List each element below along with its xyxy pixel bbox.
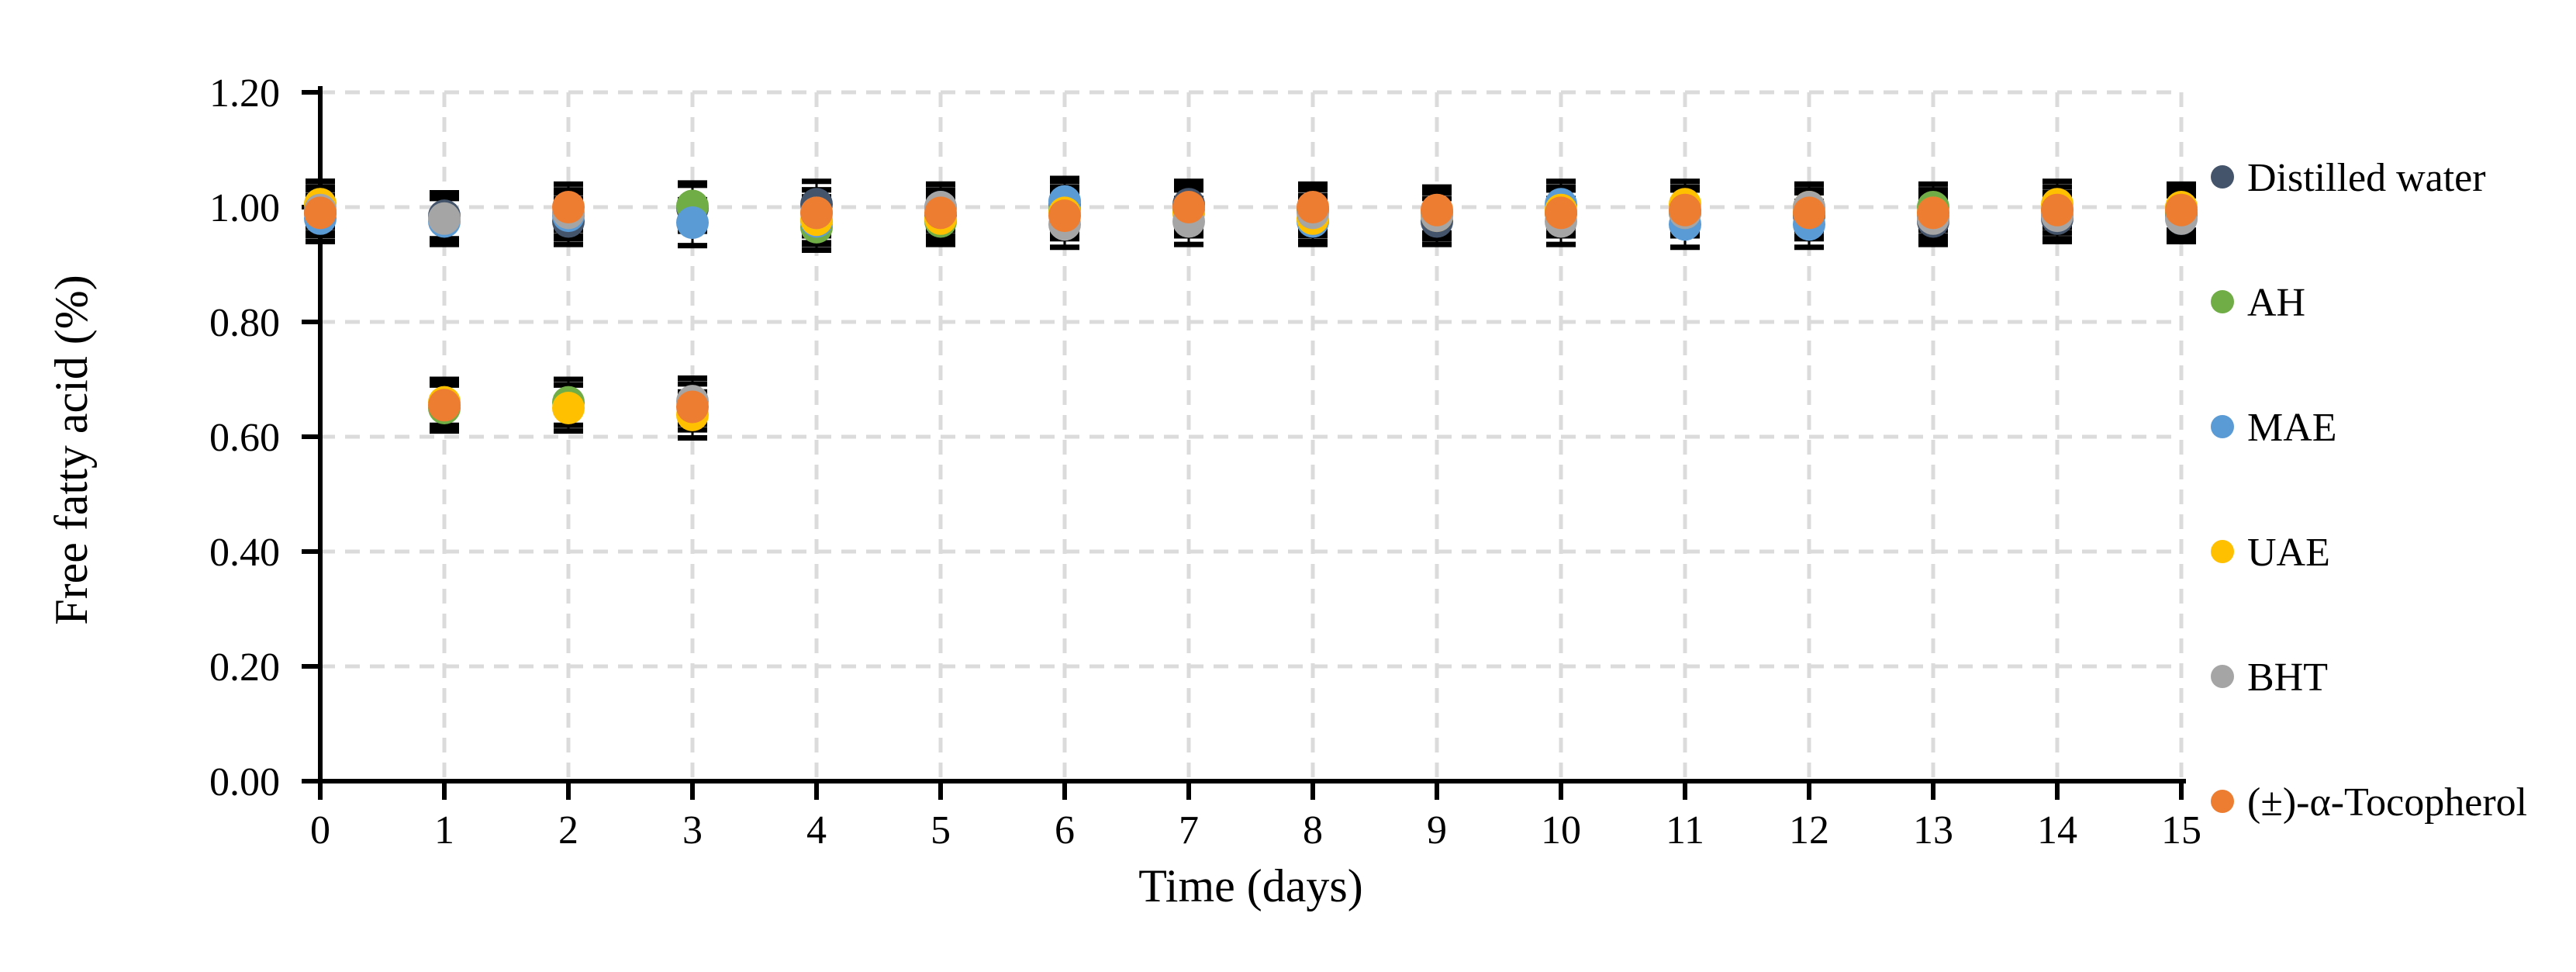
x-tick-label: 3: [682, 808, 703, 853]
data-point: [1297, 191, 1329, 223]
legend-label: (±)-α-Tocopherol: [2247, 780, 2527, 825]
y-tick-label: 0.60: [209, 416, 280, 460]
legend-label: Distilled water: [2247, 156, 2486, 200]
x-tick-label: 6: [1055, 808, 1075, 853]
legend-item: (±)-α-Tocopherol: [2211, 780, 2527, 825]
legend-item: UAE: [2211, 531, 2330, 575]
legend-item: MAE: [2211, 406, 2337, 450]
data-point: [304, 196, 337, 230]
legend-label: AH: [2247, 281, 2305, 325]
data-point: [924, 196, 957, 230]
axes: [302, 86, 2186, 800]
data-point: [1048, 199, 1081, 233]
x-tick-label: 14: [2037, 808, 2077, 853]
x-tick-label: 8: [1303, 808, 1323, 853]
data-point: [800, 196, 833, 230]
data-point: [552, 392, 585, 424]
x-tick-label: 2: [558, 808, 578, 853]
data-point: [676, 390, 709, 424]
legend: Distilled water AH MAE UAE BHT (±)-α-Tocopher…: [2211, 156, 2527, 825]
y-tick-label: 0.00: [209, 760, 280, 804]
y-tick-label: 1.20: [209, 71, 280, 116]
legend-label: MAE: [2247, 406, 2337, 450]
legend-item: AH: [2211, 281, 2305, 325]
data-point: [1669, 193, 1701, 227]
data-point: [1172, 191, 1205, 223]
legend-label: UAE: [2247, 531, 2330, 575]
x-tick-label: 5: [931, 808, 951, 853]
x-axis-tick-labels: 0 1 2 3 4 5 6 7 8 9 10 11 12 13 14 15: [310, 808, 2201, 853]
y-tick-label: 1.00: [209, 186, 280, 230]
legend-label: BHT: [2247, 655, 2328, 700]
legend-marker-icon: [2211, 665, 2234, 688]
y-axis-title: Free fatty acid (%): [46, 275, 97, 624]
data-point: [428, 389, 461, 422]
x-tick-label: 10: [1541, 808, 1581, 853]
gridlines: [320, 90, 2184, 781]
data-point: [1793, 196, 1825, 230]
legend-marker-icon: [2211, 540, 2234, 563]
legend-item: BHT: [2211, 655, 2328, 700]
data-point: [1917, 196, 1949, 230]
y-tick-label: 0.40: [209, 531, 280, 575]
data-point: [428, 202, 461, 235]
legend-marker-icon: [2211, 165, 2234, 189]
data-point: [1421, 193, 1453, 227]
y-axis-tick-labels: 0.00 0.20 0.40 0.60 0.80 1.00 1.20: [209, 71, 280, 804]
legend-marker-icon: [2211, 790, 2234, 813]
x-tick-label: 12: [1789, 808, 1829, 853]
x-tick-label: 9: [1427, 808, 1447, 853]
y-tick-label: 0.80: [209, 301, 280, 345]
error-bars: [306, 175, 2196, 441]
data-point: [2041, 193, 2074, 227]
x-tick-label: 1: [434, 808, 454, 853]
x-tick-label: 4: [806, 808, 827, 853]
x-tick-label: 15: [2161, 808, 2201, 853]
x-tick-label: 0: [310, 808, 330, 853]
legend-marker-icon: [2211, 290, 2234, 313]
data-point: [552, 191, 585, 223]
x-tick-label: 11: [1666, 808, 1704, 853]
data-points: [304, 185, 2198, 431]
data-point: [1545, 196, 1577, 230]
data-point: [2165, 193, 2198, 227]
data-point: [676, 206, 709, 239]
x-axis-title: Time (days): [1138, 860, 1362, 911]
x-tick-label: 7: [1179, 808, 1199, 853]
y-tick-label: 0.20: [209, 645, 280, 690]
legend-item: Distilled water: [2211, 156, 2486, 200]
legend-marker-icon: [2211, 415, 2234, 438]
x-tick-label: 13: [1913, 808, 1953, 853]
